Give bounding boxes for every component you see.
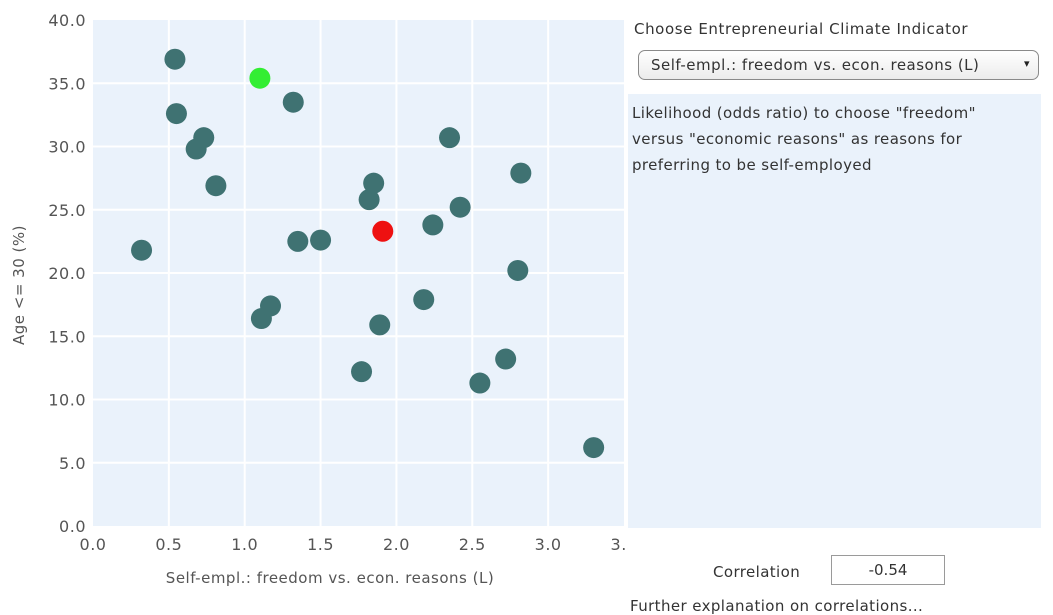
indicator-panel: Choose Entrepreneurial Climate Indicator… xyxy=(628,0,1053,615)
y-tick-label: 30.0 xyxy=(48,138,86,157)
y-axis-label: Age <= 30 (%) xyxy=(10,225,28,345)
y-tick-label: 20.0 xyxy=(48,264,86,283)
x-axis-label: Self-empl.: freedom vs. econ. reasons (L… xyxy=(166,569,494,587)
data-point[interactable] xyxy=(260,295,282,317)
y-tick-label: 0.0 xyxy=(59,517,86,536)
x-tick-label: 1.0 xyxy=(231,535,258,554)
correlation-label: Correlation xyxy=(713,563,801,581)
y-tick-label: 35.0 xyxy=(48,74,86,93)
data-point[interactable] xyxy=(422,214,444,236)
data-points xyxy=(131,48,605,459)
indicator-description: Likelihood (odds ratio) to choose "freed… xyxy=(632,104,976,174)
data-point[interactable] xyxy=(469,372,491,394)
y-tick-label: 10.0 xyxy=(48,391,86,410)
data-point[interactable] xyxy=(363,172,385,194)
data-point[interactable] xyxy=(510,162,532,184)
highlighted-data-point[interactable] xyxy=(249,67,271,89)
chevron-down-icon: ▾ xyxy=(1023,57,1030,70)
data-point[interactable] xyxy=(495,348,517,370)
data-point[interactable] xyxy=(165,103,187,125)
y-tick-label: 25.0 xyxy=(48,201,86,220)
data-point[interactable] xyxy=(310,229,332,251)
x-tick-label: 3.0 xyxy=(535,535,562,554)
indicator-heading: Choose Entrepreneurial Climate Indicator xyxy=(634,20,969,38)
data-point[interactable] xyxy=(507,259,529,281)
dropdown-selected-value: Self-empl.: freedom vs. econ. reasons (L… xyxy=(651,56,980,74)
further-explanation-link[interactable]: Further explanation on correlations... xyxy=(630,597,924,615)
correlation-value-field: -0.54 xyxy=(831,555,945,585)
x-tick-label: 2.5 xyxy=(459,535,486,554)
data-point[interactable] xyxy=(369,314,391,336)
data-point[interactable] xyxy=(205,175,227,197)
data-point[interactable] xyxy=(282,91,304,113)
description-box: Likelihood (odds ratio) to choose "freed… xyxy=(628,94,1041,615)
x-tick-labels: 0.0 0.5 1.0 1.5 2.0 2.5 3.0 3.5 xyxy=(80,535,628,554)
x-tick-label: 3.5 xyxy=(611,535,628,554)
x-tick-label: 0.5 xyxy=(155,535,182,554)
data-point[interactable] xyxy=(449,196,471,218)
y-tick-label: 40.0 xyxy=(48,11,86,30)
data-point[interactable] xyxy=(439,127,461,149)
data-point[interactable] xyxy=(351,361,373,383)
y-tick-labels: 0.0 5.0 10.0 15.0 20.0 25.0 30.0 35.0 40.0 xyxy=(48,11,86,536)
data-point[interactable] xyxy=(413,289,435,311)
x-tick-label: 1.5 xyxy=(307,535,334,554)
data-point[interactable] xyxy=(287,230,309,252)
grid-lines xyxy=(93,20,624,526)
x-tick-label: 2.0 xyxy=(383,535,410,554)
highlighted-data-point[interactable] xyxy=(372,220,394,242)
scatter-chart: 0.05.010.015.020.025.030.035.040.0 0.0 0.… xyxy=(10,11,628,587)
indicator-dropdown[interactable]: Self-empl.: freedom vs. econ. reasons (L… xyxy=(638,50,1039,80)
data-point[interactable] xyxy=(193,127,215,149)
x-tick-label: 0.0 xyxy=(80,535,107,554)
y-tick-label: 5.0 xyxy=(59,454,86,473)
y-tick-label: 15.0 xyxy=(48,327,86,346)
data-point[interactable] xyxy=(131,239,153,261)
data-point[interactable] xyxy=(164,48,186,70)
data-point[interactable] xyxy=(583,437,605,459)
data-point[interactable] xyxy=(358,189,380,211)
